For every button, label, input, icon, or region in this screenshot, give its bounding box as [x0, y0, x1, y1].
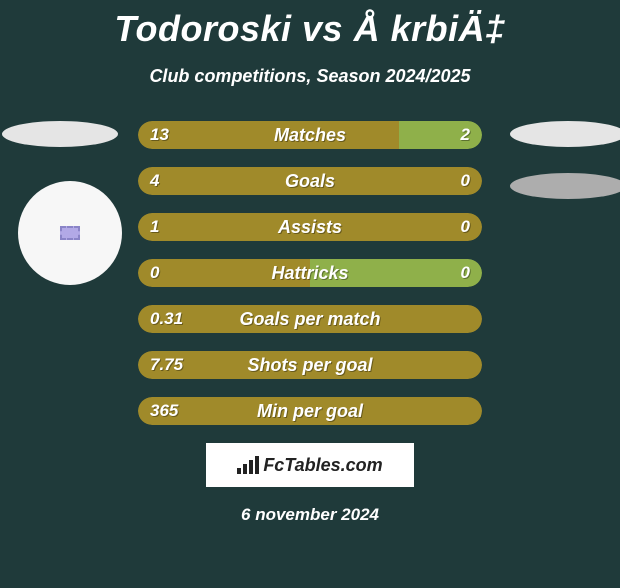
subtitle: Club competitions, Season 2024/2025 [0, 66, 620, 87]
stat-label: Min per goal [138, 397, 482, 425]
page-title: Todoroski vs Å krbiÄ‡ [0, 8, 620, 50]
stat-label: Matches [138, 121, 482, 149]
branding-box: FcTables.com [206, 443, 414, 487]
player2-club-placeholder [510, 173, 620, 199]
date-text: 6 november 2024 [0, 505, 620, 525]
stat-row: 365Min per goal [138, 397, 482, 425]
stat-row: 0.31Goals per match [138, 305, 482, 333]
comparison-container: 132Matches 40Goals 10Assists 00Hattricks 0.3… [0, 121, 620, 525]
stat-label: Goals [138, 167, 482, 195]
player1-club-badge [18, 181, 122, 285]
badge-icon [60, 226, 80, 240]
fctables-logo-icon [237, 456, 259, 474]
stat-label: Hattricks [138, 259, 482, 287]
stat-label: Shots per goal [138, 351, 482, 379]
stat-row: 132Matches [138, 121, 482, 149]
player2-photo-placeholder [510, 121, 620, 147]
stat-row: 00Hattricks [138, 259, 482, 287]
stat-row: 10Assists [138, 213, 482, 241]
stat-label: Goals per match [138, 305, 482, 333]
player1-photo-placeholder [2, 121, 118, 147]
branding-text: FcTables.com [263, 455, 382, 476]
stat-row: 40Goals [138, 167, 482, 195]
stat-label: Assists [138, 213, 482, 241]
stat-bars: 132Matches 40Goals 10Assists 00Hattricks 0.3… [138, 121, 482, 425]
stat-row: 7.75Shots per goal [138, 351, 482, 379]
